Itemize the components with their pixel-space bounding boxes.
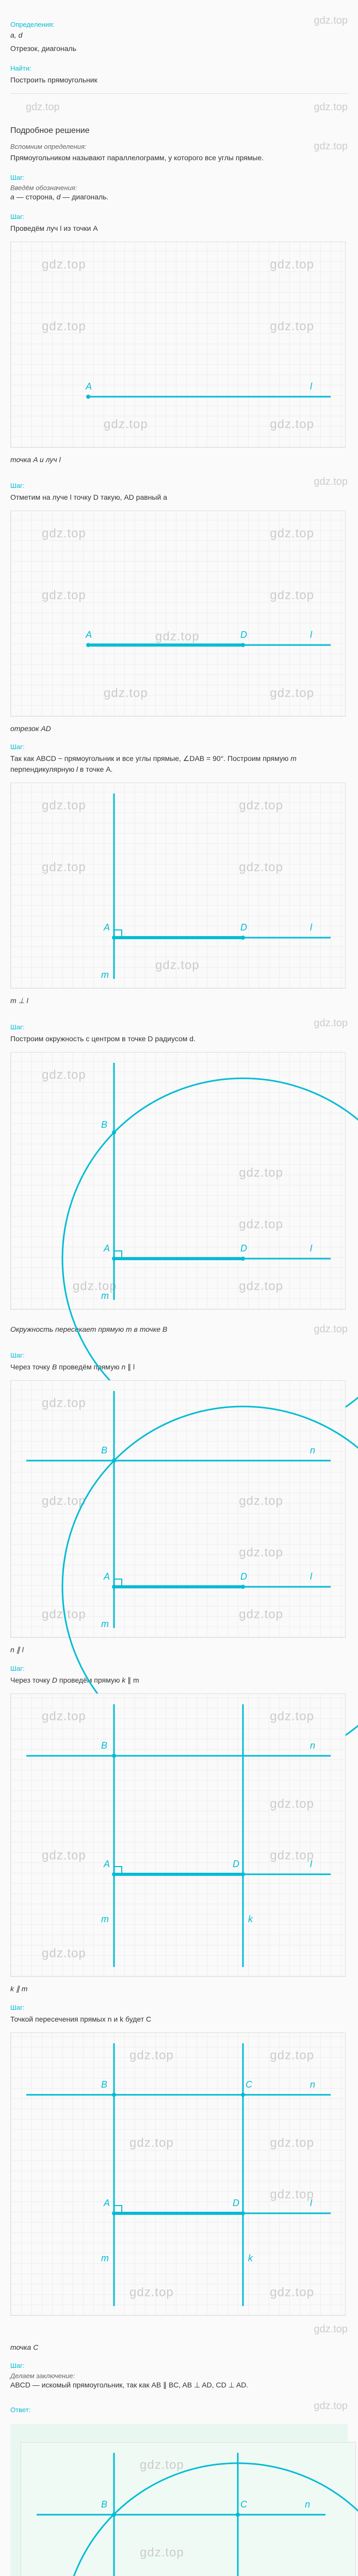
step-label: Шаг: xyxy=(10,1665,348,1672)
answer-label: Ответ: xyxy=(10,2406,30,2414)
diagram-step4: gdz.top gdz.top gdz.top gdz.top gdz.top … xyxy=(10,783,346,989)
step3-note: отрезок AD xyxy=(10,724,348,733)
answer-box: gdz.top gdz.top gdz.top gdz.top gdz.top … xyxy=(10,2424,348,2576)
watermark: gdz.top xyxy=(314,1324,348,1335)
diagram-step8: gdz.top gdz.top gdz.top gdz.top gdz.top … xyxy=(10,2032,346,2316)
step-label: Шаг: xyxy=(10,2362,348,2369)
watermark: gdz.top xyxy=(314,2324,348,2335)
step4-note: m ⊥ l xyxy=(10,996,348,1005)
conclusion-text: ABCD — искомый прямоугольник, так как AB… xyxy=(10,2380,348,2391)
watermark: gdz.top xyxy=(314,2400,348,2412)
step-label: Шаг: xyxy=(10,213,348,221)
step6-text: Через точку B проведём прямую n ∥ l xyxy=(10,1362,348,1372)
diagram-step7: gdz.top gdz.top gdz.top gdz.top gdz.top … xyxy=(10,1693,346,1977)
step1-text: Проведём луч l из точки A xyxy=(10,223,348,234)
divider xyxy=(10,93,348,94)
reminder-text: Прямоугольником называют параллелограмм,… xyxy=(10,152,348,163)
step1-note: точка A и луч l xyxy=(10,455,348,464)
step-label: Шаг: xyxy=(10,1351,348,1359)
step7-text: Через точку D проведём прямую k ∥ m xyxy=(10,1675,348,1686)
step-label: Шаг: xyxy=(10,482,25,489)
step7-note: n ∥ l xyxy=(10,1646,348,1654)
step2-text: Отметим на луче l точку D такую, AD равн… xyxy=(10,492,348,503)
given-label: Определения: xyxy=(10,21,55,28)
diagram-answer: gdz.top gdz.top gdz.top gdz.top gdz.top … xyxy=(21,2442,356,2576)
find-label: Найти: xyxy=(10,64,348,72)
step-label: Шаг: xyxy=(10,743,348,751)
watermark: gdz.top xyxy=(314,141,348,152)
step8-note: k ∥ m xyxy=(10,1985,348,1993)
step4-text: Так как ABCD − прямоугольник и все углы … xyxy=(10,753,348,775)
step8-text: Точкой пересечения прямых n и k будет C xyxy=(10,2014,348,2025)
diagram-step2: gdz.top gdz.top gdz.top gdz.top gdz.top … xyxy=(10,511,346,717)
watermark: gdz.top xyxy=(26,101,60,113)
given-items: a, d xyxy=(10,31,348,39)
watermark: gdz.top xyxy=(314,1018,348,1029)
step6-note: Окружность пересекает прямую m в точке B xyxy=(10,1325,167,1333)
step8-result: точка C xyxy=(10,2343,348,2351)
designations-text: a — сторона, d — диагональ. xyxy=(10,192,348,202)
watermark: gdz.top xyxy=(314,476,348,488)
watermark: gdz.top xyxy=(314,101,348,113)
reminder-title: Вспомним определения: xyxy=(10,143,87,150)
diagram-step6: gdz.top gdz.top gdz.top gdz.top gdz.top … xyxy=(10,1380,346,1638)
diagram-step1: gdz.top gdz.top gdz.top gdz.top gdz.top … xyxy=(10,242,346,448)
solution-title: Подробное решение xyxy=(10,126,348,135)
watermark: gdz.top xyxy=(314,15,348,27)
step-label: Шаг: xyxy=(10,2004,348,2011)
designations-title: Введём обозначения: xyxy=(10,184,348,192)
find-task: Построить прямоугольник xyxy=(10,75,348,86)
step5-text: Построим окружность с центром в точке D … xyxy=(10,1033,348,1044)
diagram-step5: gdz.top gdz.top gdz.top gdz.top gdz.top … xyxy=(10,1052,346,1310)
step-label: Шаг: xyxy=(10,1023,25,1031)
step-label: Шаг: xyxy=(10,174,348,181)
conclusion-title: Делаем заключение: xyxy=(10,2372,348,2380)
given-desc: Отрезок, диагональ xyxy=(10,43,348,54)
